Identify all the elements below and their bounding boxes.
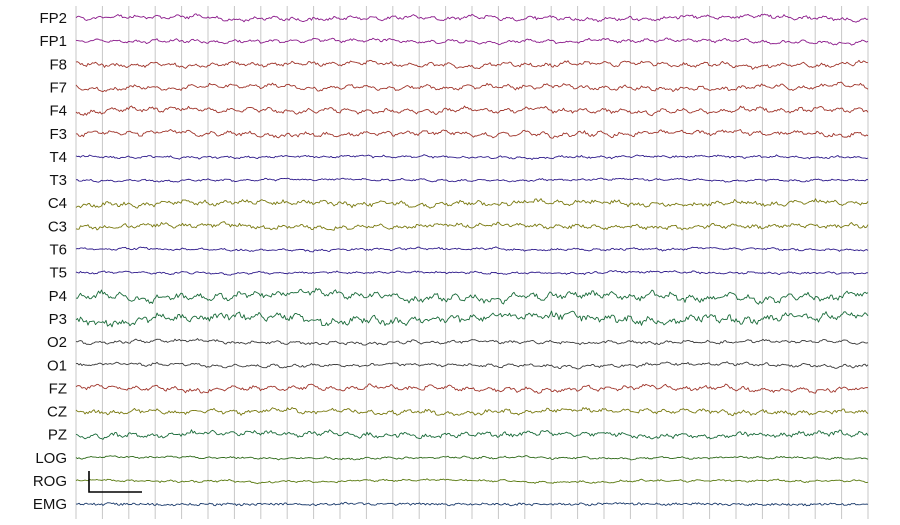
channel-label-c4: C4: [48, 195, 67, 212]
channel-label-cz: CZ: [47, 404, 67, 421]
channel-label-f8: F8: [49, 56, 67, 73]
trace-p4: [75, 287, 869, 305]
channel-label-p4: P4: [49, 288, 67, 305]
channel-label-f4: F4: [49, 103, 67, 120]
calibration-scale-bar: [88, 471, 142, 493]
trace-fz: [75, 383, 869, 394]
channel-label-rog: ROG: [33, 473, 67, 490]
channel-label-fp2: FP2: [39, 10, 67, 27]
channel-label-f7: F7: [49, 79, 67, 96]
channel-traces: [75, 13, 869, 507]
trace-o2: [75, 338, 869, 346]
trace-c4: [75, 198, 869, 209]
time-grid: [75, 6, 869, 519]
trace-c3: [75, 221, 869, 231]
trace-t3: [75, 177, 869, 183]
trace-p3: [75, 310, 869, 328]
channel-label-fz: FZ: [49, 380, 67, 397]
channel-label-c3: C3: [48, 218, 67, 235]
scale-bar: [88, 471, 142, 493]
channel-label-t5: T5: [49, 265, 67, 282]
trace-t6: [75, 246, 869, 253]
trace-emg: [75, 501, 869, 507]
trace-f4: [75, 105, 869, 117]
channel-labels: FP2 FP1 F8 F7 F4 F3 T4 T3 C4 C3 T6 T5 P4 P3 O2 O1 FZ CZ PZ…: [33, 10, 67, 513]
channel-label-p3: P3: [49, 311, 67, 328]
channel-label-t6: T6: [49, 242, 67, 259]
trace-t5: [75, 270, 869, 276]
channel-label-t4: T4: [49, 149, 67, 166]
trace-t4: [75, 154, 869, 160]
trace-fp2: [75, 13, 869, 23]
channel-label-fp1: FP1: [39, 33, 67, 50]
trace-f8: [75, 59, 869, 70]
channel-label-f3: F3: [49, 126, 67, 143]
trace-fp1: [75, 37, 869, 46]
trace-pz: [75, 429, 869, 440]
trace-cz: [75, 407, 869, 417]
channel-label-emg: EMG: [33, 496, 67, 513]
channel-label-o1: O1: [47, 357, 67, 374]
trace-o1: [75, 361, 869, 370]
channel-label-t3: T3: [49, 172, 67, 189]
trace-f3: [75, 129, 869, 139]
trace-log: [75, 455, 869, 461]
channel-label-pz: PZ: [48, 427, 67, 444]
channel-label-log: LOG: [35, 450, 67, 467]
trace-rog: [75, 478, 869, 485]
channel-label-o2: O2: [47, 334, 67, 351]
trace-f7: [75, 81, 869, 93]
